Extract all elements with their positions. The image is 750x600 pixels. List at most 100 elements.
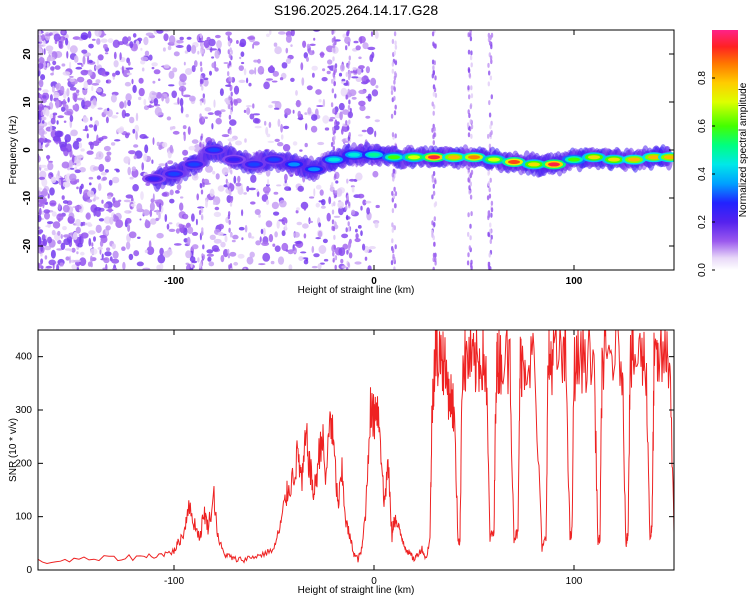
noise-blob [51, 211, 57, 217]
noise-blob [124, 81, 131, 87]
noise-blob [355, 172, 363, 181]
noise-blob [302, 223, 309, 229]
noise-blob [300, 201, 309, 210]
noise-blob [266, 78, 273, 81]
noise-blob [60, 85, 65, 94]
noise-blob [56, 120, 59, 125]
noise-blob [372, 170, 379, 178]
ridge-peak [408, 155, 420, 160]
noise-blob [39, 44, 42, 53]
streak-blob [229, 38, 232, 43]
noise-blob [282, 144, 291, 152]
snr-series-line [38, 330, 674, 565]
noise-blob [233, 175, 237, 184]
noise-blob [180, 196, 184, 199]
noise-blob [187, 126, 191, 135]
noise-blob [77, 62, 83, 65]
noise-blob [45, 225, 51, 228]
streak-blob [331, 219, 335, 225]
streak-blob [227, 49, 230, 55]
noise-blob [86, 199, 93, 203]
noise-blob [49, 125, 53, 133]
noise-blob [309, 43, 316, 46]
noise-blob [182, 94, 191, 98]
noise-blob [89, 141, 94, 150]
noise-blob [72, 92, 78, 102]
noise-blob [163, 33, 169, 42]
noise-blob [92, 198, 96, 202]
noise-blob [151, 159, 154, 164]
noise-blob [51, 85, 55, 93]
noise-blob [109, 216, 114, 225]
noise-blob [229, 119, 237, 126]
noise-blob [173, 243, 182, 246]
noise-blob [374, 222, 379, 229]
noise-blob [224, 234, 228, 243]
noise-blob [351, 96, 357, 100]
noise-blob [113, 60, 119, 68]
noise-blob [63, 238, 71, 246]
noise-blob [119, 101, 125, 109]
streak-blob [392, 193, 396, 199]
noise-blob [112, 200, 121, 208]
noise-blob [58, 203, 61, 210]
streak-blob [432, 266, 435, 270]
streak-blob [199, 100, 203, 106]
noise-blob [188, 145, 196, 151]
noise-blob [182, 125, 187, 130]
noise-blob [38, 232, 42, 235]
noise-blob [171, 126, 176, 130]
noise-blob [340, 64, 345, 72]
noise-blob [262, 227, 266, 236]
noise-blob [55, 99, 60, 109]
noise-blob [145, 182, 151, 186]
noise-blob [50, 66, 55, 71]
noise-blob [69, 87, 77, 91]
noise-blob [267, 178, 270, 186]
noise-blob [240, 51, 245, 57]
streak-blob [199, 113, 202, 119]
noise-blob [278, 200, 287, 208]
noise-blob [93, 124, 98, 132]
noise-blob [213, 211, 222, 218]
noise-blob [105, 79, 109, 84]
streak-blob [433, 241, 436, 247]
noise-blob [175, 45, 184, 48]
streak-blob [333, 76, 336, 82]
noise-blob [153, 69, 161, 75]
noise-blob [71, 264, 77, 270]
noise-blob [100, 38, 108, 43]
noise-blob [256, 190, 260, 197]
noise-blob [70, 129, 78, 137]
noise-blob [179, 202, 184, 211]
noise-blob [130, 206, 133, 209]
streak-blob [345, 94, 348, 100]
noise-blob [183, 61, 186, 66]
noise-blob [87, 261, 92, 267]
noise-blob [238, 65, 244, 71]
streak-blob [346, 178, 349, 184]
noise-blob [79, 257, 87, 266]
noise-blob [243, 192, 248, 195]
streak-blob [393, 95, 396, 101]
noise-blob [265, 220, 273, 228]
y-tick-label: 0 [26, 565, 32, 576]
streak-blob [489, 75, 493, 81]
noise-blob [88, 43, 94, 49]
streak-blob [487, 261, 491, 267]
streak-blob [347, 63, 350, 69]
noise-blob [112, 267, 118, 270]
streak-blob [334, 63, 338, 69]
noise-blob [106, 151, 112, 156]
noise-blob [161, 94, 165, 102]
noise-blob [306, 85, 313, 91]
streak-blob [391, 190, 394, 196]
y-tick-label: 100 [15, 512, 32, 523]
streak-blob [391, 208, 395, 214]
noise-blob [121, 109, 127, 119]
noise-blob [104, 169, 109, 173]
noise-blob [165, 96, 170, 104]
noise-blob [327, 65, 332, 69]
noise-blob [169, 144, 174, 154]
streak-blob [393, 110, 397, 116]
